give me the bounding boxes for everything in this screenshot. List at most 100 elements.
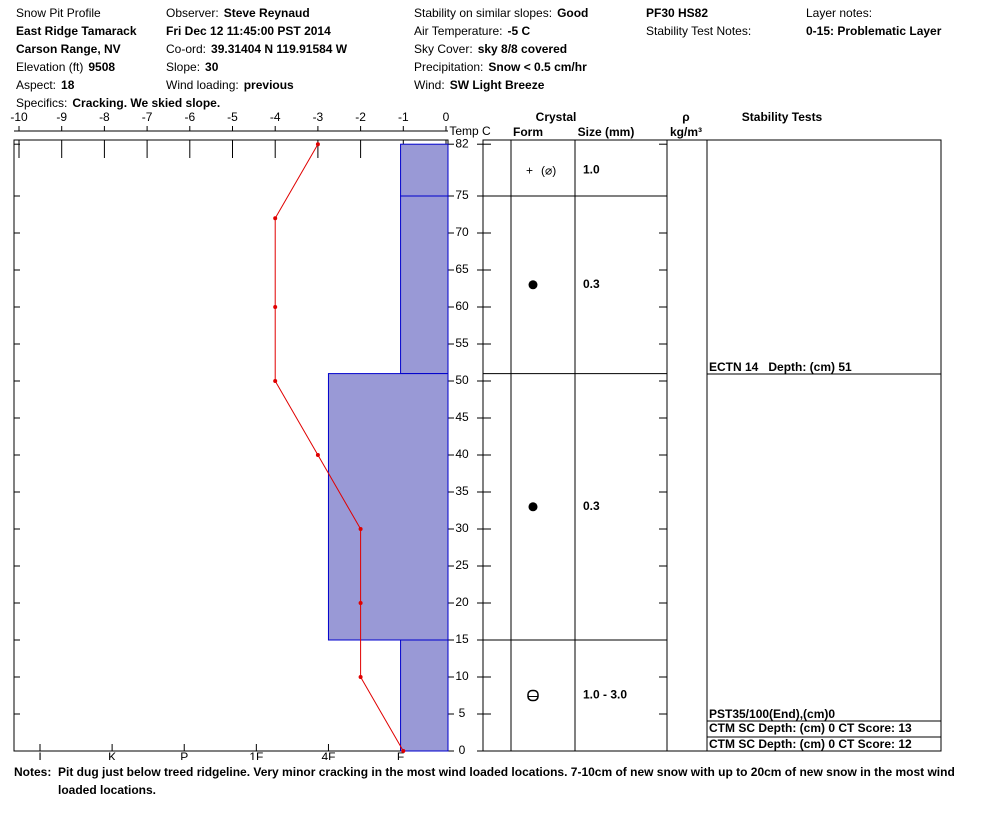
hardness-bar <box>327 373 449 641</box>
field-label: Layer notes: <box>806 6 872 20</box>
temp-point <box>358 601 363 605</box>
hardness-bar <box>400 195 449 375</box>
field-label: Elevation (ft) <box>16 60 83 74</box>
depth-tick-label: 45 <box>455 410 469 424</box>
depth-tick-label: 20 <box>455 595 469 609</box>
depth-tick-label: 30 <box>455 521 469 535</box>
field-label: Sky Cover: <box>414 42 473 56</box>
hardness-tick-label: 4F <box>321 750 335 760</box>
depth-tick-label: 82 <box>455 136 469 150</box>
hardness-bar <box>400 639 449 752</box>
column-header: ρ <box>682 110 689 124</box>
field-value: Snow < 0.5 cm/hr <box>488 60 587 74</box>
depth-tick-label: 60 <box>455 299 469 313</box>
field-value: 39.31404 N 119.91584 W <box>211 42 348 56</box>
field-value: 30 <box>205 60 219 74</box>
temp-tick-label: -8 <box>99 110 110 124</box>
temp-point <box>315 142 320 147</box>
field-value: 18 <box>61 78 75 92</box>
notes-label: Notes: <box>14 765 52 779</box>
grain-size: 0.3 <box>583 499 600 513</box>
temp-axis-label: Temp C <box>449 124 491 138</box>
snow-pit-chart: Temp C Crystal Form Size (mm) ρ kg/m³ St… <box>10 6 942 760</box>
depth-tick-label: 75 <box>455 188 469 202</box>
depth-tick-label: 25 <box>455 558 469 572</box>
field-label: Specifics: <box>16 96 67 110</box>
temp-tick-label: -10 <box>10 110 28 124</box>
field-value: previous <box>244 78 294 92</box>
depth-tick-label: 10 <box>455 669 469 683</box>
field-value: Cracking. We skied slope. <box>72 96 220 110</box>
temp-tick-label: -4 <box>270 110 281 124</box>
field-value: sky 8/8 covered <box>478 42 567 56</box>
grain-size: 1.0 - 3.0 <box>583 688 627 702</box>
stability-test: ECTN 14 Depth: (cm) 51 <box>709 360 852 374</box>
hardness-tick-label: F <box>397 750 404 760</box>
field-value: Steve Reynaud <box>224 6 310 20</box>
temp-point <box>273 379 278 383</box>
field-value: SW Light Breeze <box>450 78 545 92</box>
depth-tick-label: 70 <box>455 225 469 239</box>
field-value: PF30 HS82 <box>646 6 708 20</box>
temp-tick-label: -3 <box>313 110 324 124</box>
field-label: Wind loading: <box>166 78 239 92</box>
temp-point <box>401 749 406 753</box>
depth-tick-label: 35 <box>455 484 469 498</box>
field-value: Fri Dec 12 11:45:00 PST 2014 <box>166 24 331 38</box>
temp-point <box>273 216 278 221</box>
depth-tick-label: 50 <box>455 373 469 387</box>
field-label: Observer: <box>166 6 219 20</box>
hardness-tick-label: 1F <box>249 750 263 760</box>
form-glyph <box>527 689 539 702</box>
form-glyph <box>528 280 538 290</box>
depth-tick-label: 5 <box>459 706 466 720</box>
form-glyph: (⌀) <box>541 163 556 177</box>
column-header: Form <box>513 125 543 139</box>
depth-tick-label: 55 <box>455 336 469 350</box>
form-glyph <box>528 502 538 512</box>
temp-tick-label: -5 <box>227 110 238 124</box>
field-value: 0-15: Problematic Layer <box>806 24 942 38</box>
temp-tick-label: -7 <box>142 110 153 124</box>
field-label: Wind: <box>414 78 445 92</box>
field-value: -5 C <box>507 24 530 38</box>
hardness-tick-label: P <box>180 750 188 760</box>
column-header: Size (mm) <box>578 125 635 139</box>
grain-size: 1.0 <box>583 162 600 176</box>
depth-tick-label: 40 <box>455 447 469 461</box>
column-header: Crystal <box>536 110 577 124</box>
field-label: Air Temperature: <box>414 24 502 38</box>
depth-tick-label: 0 <box>459 743 466 757</box>
depth-tick-label: 15 <box>455 632 469 646</box>
hardness-tick-label: K <box>108 750 116 760</box>
form-glyph: + <box>526 163 533 177</box>
field-value: Carson Range, NV <box>16 42 121 56</box>
grain-size: 0.3 <box>583 277 600 291</box>
field-label: Precipitation: <box>414 60 483 74</box>
temp-tick-label: -1 <box>398 110 409 124</box>
column-header: kg/m³ <box>670 125 702 139</box>
field-label: Stability on similar slopes: <box>414 6 552 20</box>
temp-point <box>315 453 320 457</box>
temp-tick-label: -6 <box>184 110 195 124</box>
stability-test: CTM SC Depth: (cm) 0 CT Score: 12 <box>709 737 912 751</box>
stability-test: PST35/100(End),(cm)0 <box>709 707 835 721</box>
temp-point <box>358 527 363 531</box>
temp-tick-label: -2 <box>355 110 366 124</box>
hardness-tick-label: I <box>38 750 41 760</box>
field-value: East Ridge Tamarack <box>16 24 137 38</box>
temp-tick-label: -9 <box>56 110 67 124</box>
temp-point <box>358 675 363 679</box>
notes-text: Pit dug just below treed ridgeline. Very… <box>58 765 955 797</box>
field-label: Co-ord: <box>166 42 206 56</box>
field-label: Slope: <box>166 60 200 74</box>
stability-test: CTM SC Depth: (cm) 0 CT Score: 13 <box>709 721 912 735</box>
column-header: Stability Tests <box>742 110 823 124</box>
field-label: Stability Test Notes: <box>646 24 751 38</box>
field-value: Good <box>557 6 588 20</box>
temp-point <box>273 305 278 309</box>
field-label: Snow Pit Profile <box>16 6 101 20</box>
hardness-bar <box>400 143 449 197</box>
temp-tick-label: 0 <box>443 110 450 124</box>
